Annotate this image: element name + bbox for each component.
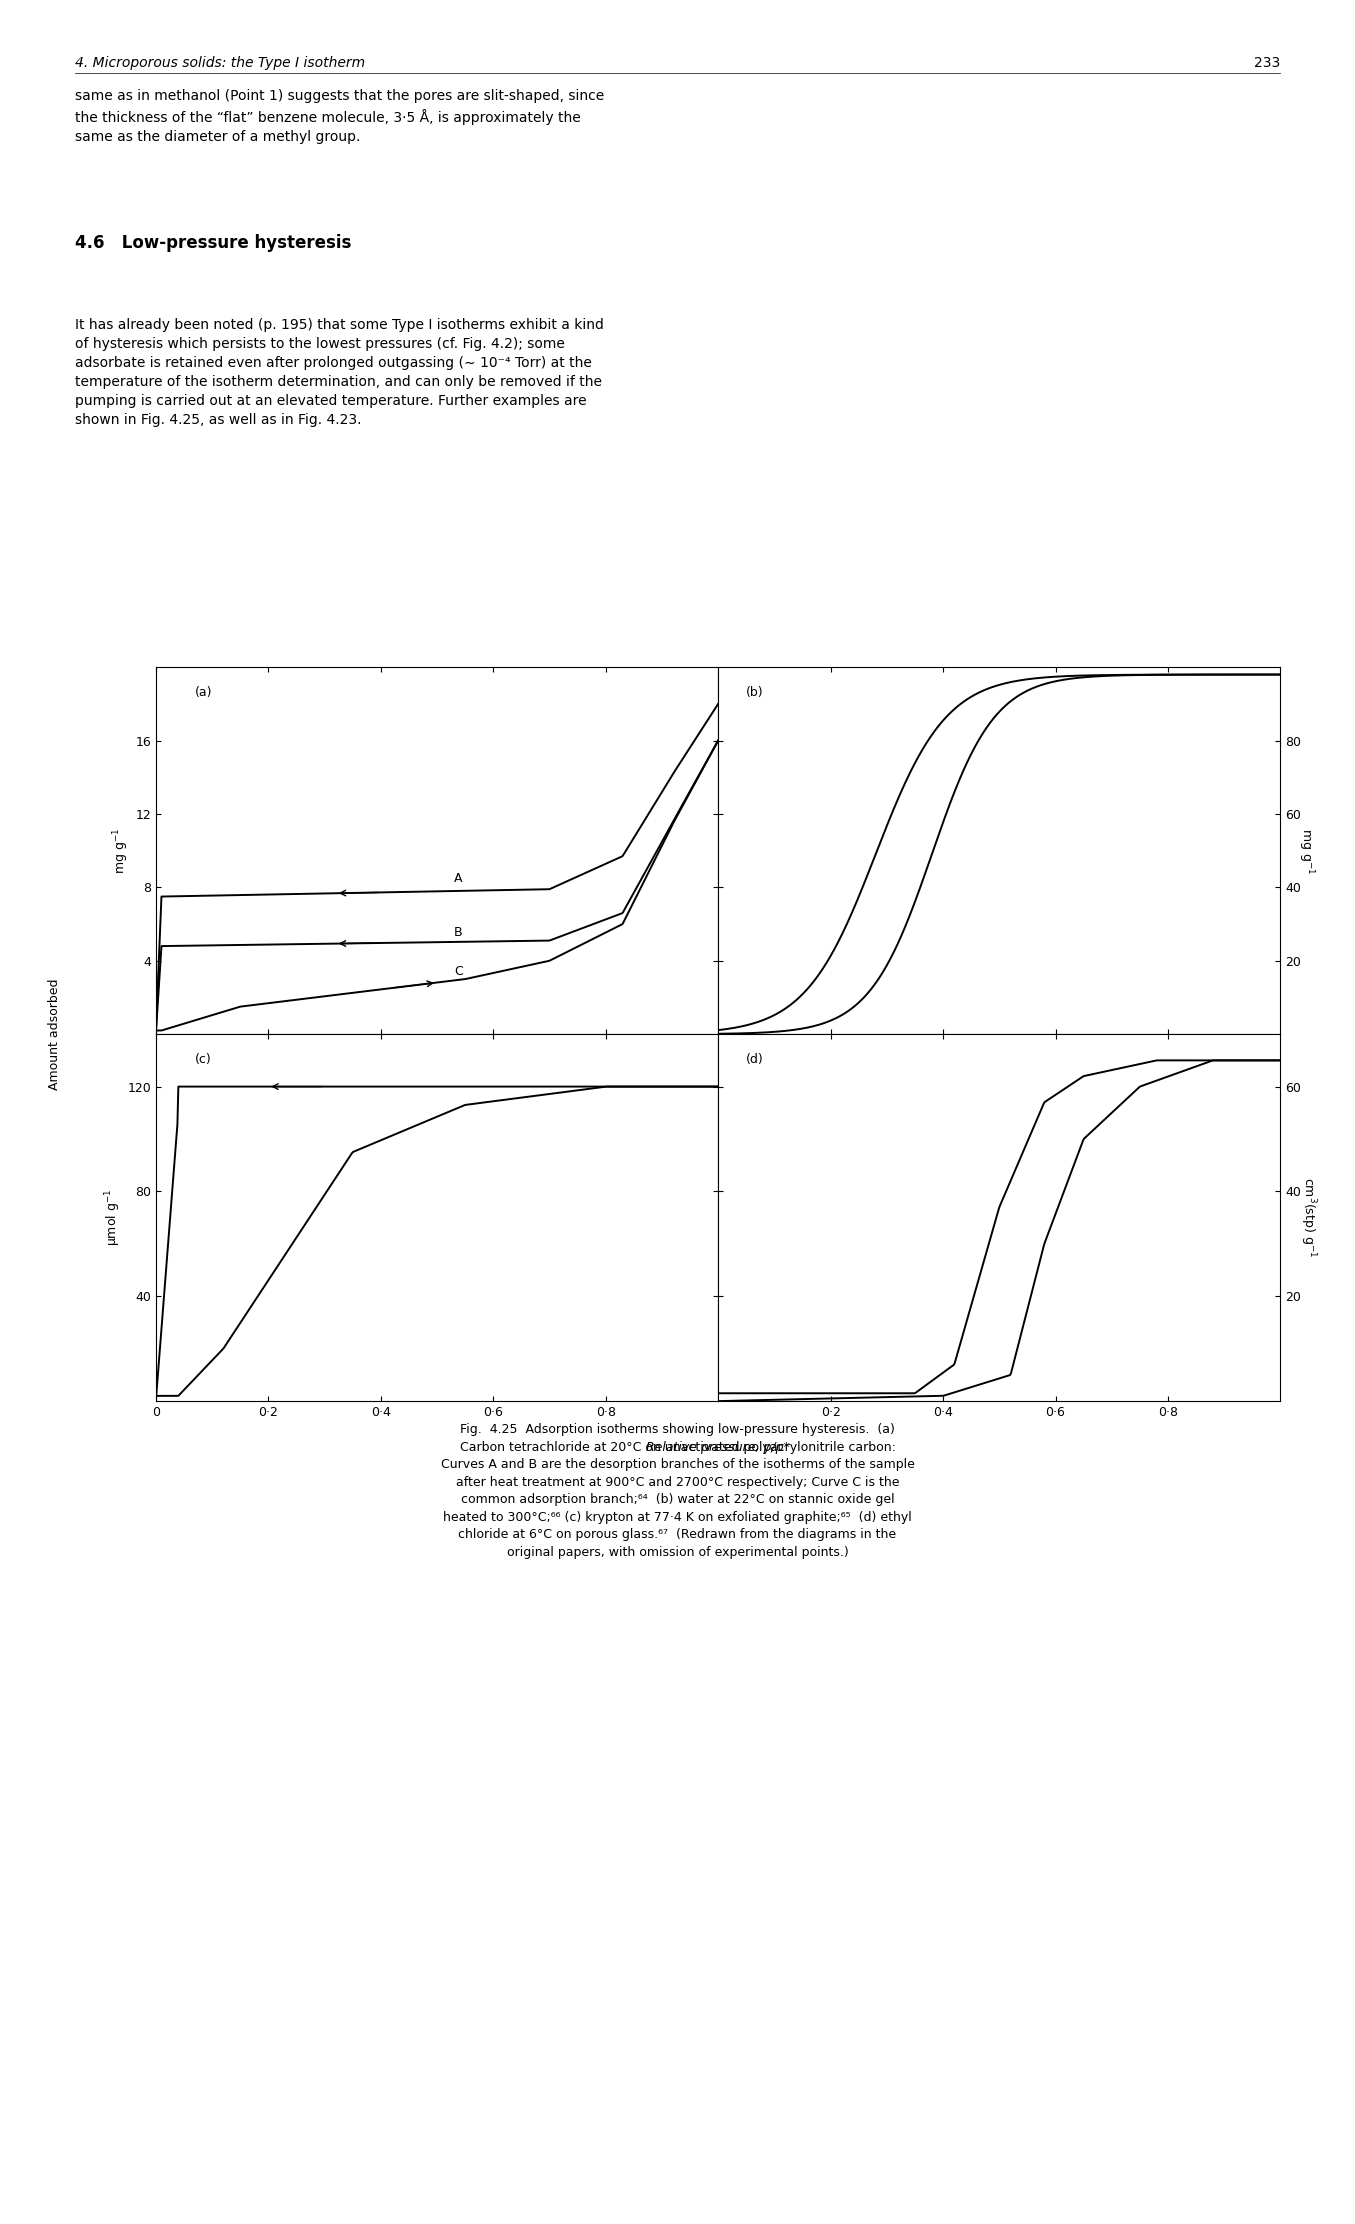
Text: (b): (b) [747,685,764,698]
Text: C: C [454,965,462,979]
Text: It has already been noted (p. 195) that some Type I isotherms exhibit a kind
of : It has already been noted (p. 195) that … [75,318,603,427]
Text: (c): (c) [195,1052,211,1065]
Text: 233: 233 [1255,56,1280,69]
Text: 4.6   Low-pressure hysteresis: 4.6 Low-pressure hysteresis [75,234,351,251]
Y-axis label: cm$^3$(stp) g$^{-1}$: cm$^3$(stp) g$^{-1}$ [1298,1176,1318,1259]
Text: Fig.  4.25  Adsorption isotherms showing low-pressure hysteresis.  (a)
Carbon te: Fig. 4.25 Adsorption isotherms showing l… [440,1423,915,1559]
Y-axis label: mg g$^{-1}$: mg g$^{-1}$ [111,827,131,874]
Text: (a): (a) [195,685,213,698]
Text: Amount adsorbed: Amount adsorbed [47,979,61,1090]
Y-axis label: mg g$^{-1}$: mg g$^{-1}$ [1295,827,1316,874]
Text: same as in methanol (Point 1) suggests that the pores are slit-shaped, since
the: same as in methanol (Point 1) suggests t… [75,89,604,145]
Text: Relative pressure, p/p*: Relative pressure, p/p* [646,1441,790,1454]
Text: A: A [454,872,462,885]
Text: B: B [454,927,462,939]
Y-axis label: μmol g$^{-1}$: μmol g$^{-1}$ [103,1190,123,1245]
Text: 4. Microporous solids: the Type I isotherm: 4. Microporous solids: the Type I isothe… [75,56,364,69]
Text: (d): (d) [747,1052,764,1065]
